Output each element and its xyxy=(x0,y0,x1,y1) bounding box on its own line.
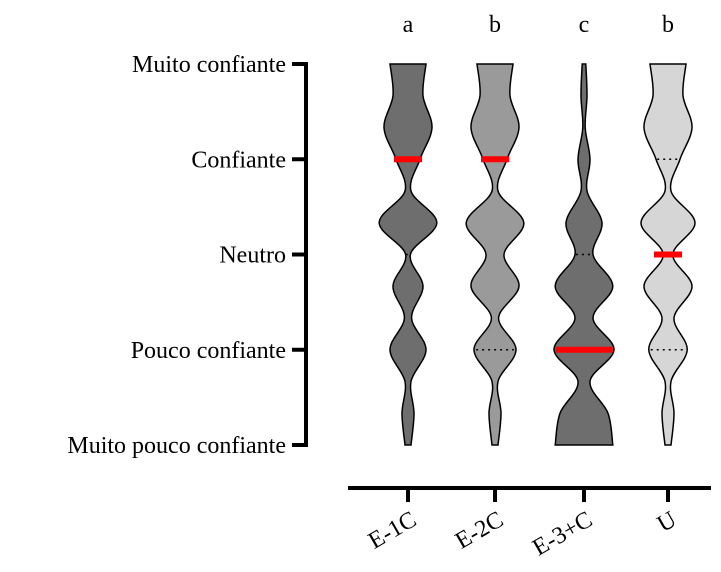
violins xyxy=(378,63,696,446)
significance-letter: c xyxy=(579,12,590,38)
y-tick-label: Muito confiante xyxy=(132,52,286,78)
violin-body xyxy=(378,63,438,446)
significance-letter: b xyxy=(489,12,501,38)
significance-letter: b xyxy=(662,12,674,38)
y-tick-label: Neutro xyxy=(219,243,286,269)
y-axis: Muito confiante Confiante Neutro Pouco conf… xyxy=(67,52,308,459)
y-tick-label: Pouco confiante xyxy=(131,338,286,364)
y-tick-label: Muito pouco confiante xyxy=(67,433,286,459)
violin-body xyxy=(553,63,615,446)
x-tick-label: E-2C xyxy=(451,507,508,555)
y-tick-label: Confiante xyxy=(191,147,286,173)
violin-body xyxy=(465,63,525,446)
x-tick-label: U xyxy=(653,507,681,538)
x-tick-label: E-1C xyxy=(364,507,421,555)
x-axis: E-1C E-2C E-3+C U xyxy=(348,486,711,562)
x-tick-label: E-3+C xyxy=(528,507,597,562)
significance-letter: a xyxy=(403,12,414,38)
